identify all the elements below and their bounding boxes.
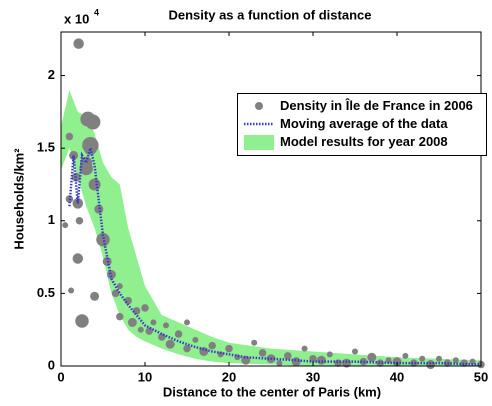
density-point — [291, 357, 301, 367]
density-point — [402, 352, 409, 359]
density-point — [410, 359, 418, 367]
x-tick-label: 50 — [474, 369, 488, 384]
density-point — [132, 307, 141, 315]
y-axis-label: Households/km² — [11, 148, 26, 250]
density-point — [145, 327, 153, 335]
y-tick-label: 0 — [48, 357, 55, 372]
density-point — [163, 322, 169, 329]
x-tick-label: 0 — [57, 369, 64, 384]
density-point — [192, 336, 199, 343]
x-tick-label: 40 — [390, 369, 404, 384]
y-exponent-power: 4 — [94, 7, 99, 17]
legend-entry: Moving average of the data — [242, 116, 482, 133]
density-point — [137, 326, 144, 333]
density-point — [69, 150, 79, 160]
axes-frame — [60, 31, 482, 367]
density-point — [85, 114, 101, 130]
density-point — [79, 161, 93, 176]
chart-title: Density as a function of distance — [169, 7, 372, 22]
density-point — [75, 217, 84, 225]
density-point — [72, 253, 84, 264]
legend-label: Model results for year 2008 — [280, 134, 448, 149]
legend: Density in Île de France in 2006 Moving a… — [237, 93, 487, 156]
density-point — [469, 358, 476, 365]
legend-icon — [244, 122, 274, 126]
density-point — [367, 352, 377, 362]
density-point — [276, 360, 283, 367]
legend-entry: Density in Île de France in 2006 — [242, 98, 482, 115]
density-point — [241, 355, 251, 365]
y-exponent-base: x 10 — [64, 11, 89, 26]
density-point — [284, 352, 292, 360]
legend-marker — [244, 135, 274, 150]
density-point — [174, 330, 183, 338]
y-tick-label: 2 — [48, 67, 55, 82]
density-point — [309, 354, 317, 363]
density-point — [116, 283, 123, 290]
density-point — [116, 312, 124, 321]
density-point — [258, 349, 267, 357]
density-point — [225, 344, 233, 353]
density-point — [251, 339, 258, 346]
x-axis-label: Distance to the center of Paris (km) — [163, 384, 381, 399]
density-point — [376, 359, 384, 367]
density-point — [62, 222, 69, 229]
density-point — [65, 132, 74, 141]
density-point — [150, 319, 157, 326]
density-point — [326, 351, 333, 358]
density-point — [68, 287, 75, 294]
legend-label: Density in Île de France in 2006 — [280, 98, 473, 113]
legend-icon — [244, 135, 274, 150]
density-point — [419, 355, 426, 362]
density-point — [183, 344, 191, 353]
density-point — [217, 351, 224, 358]
legend-entry: Model results for year 2008 — [242, 134, 482, 151]
density-point — [165, 339, 175, 349]
density-point — [301, 345, 308, 352]
x-tick-label: 10 — [138, 369, 152, 384]
y-tick-label: 1.5 — [37, 140, 55, 155]
density-point — [127, 317, 137, 327]
density-point — [90, 291, 100, 301]
density-point — [73, 38, 84, 49]
legend-icon — [255, 102, 263, 110]
density-point — [443, 359, 452, 367]
legend-marker — [255, 102, 263, 110]
y-tick-label: 0.5 — [37, 285, 55, 300]
density-point — [88, 178, 101, 191]
density-point — [452, 357, 459, 364]
legend-label: Moving average of the data — [280, 116, 448, 131]
density-point — [359, 357, 368, 366]
y-tick-label: 1 — [48, 212, 55, 227]
density-point — [385, 357, 392, 364]
density-point — [184, 319, 190, 326]
density-point — [426, 360, 436, 370]
density-point — [96, 232, 110, 247]
x-tick-label: 30 — [306, 369, 320, 384]
density-point — [352, 348, 358, 355]
density-point — [111, 289, 120, 298]
density-point — [83, 141, 98, 155]
x-tick-label: 20 — [222, 369, 236, 384]
density-point — [436, 355, 442, 362]
density-point — [75, 314, 89, 328]
density-point — [106, 270, 116, 280]
density-point — [141, 304, 149, 312]
density-point — [208, 341, 216, 350]
density-point — [316, 355, 326, 365]
moving-average — [68, 143, 482, 366]
